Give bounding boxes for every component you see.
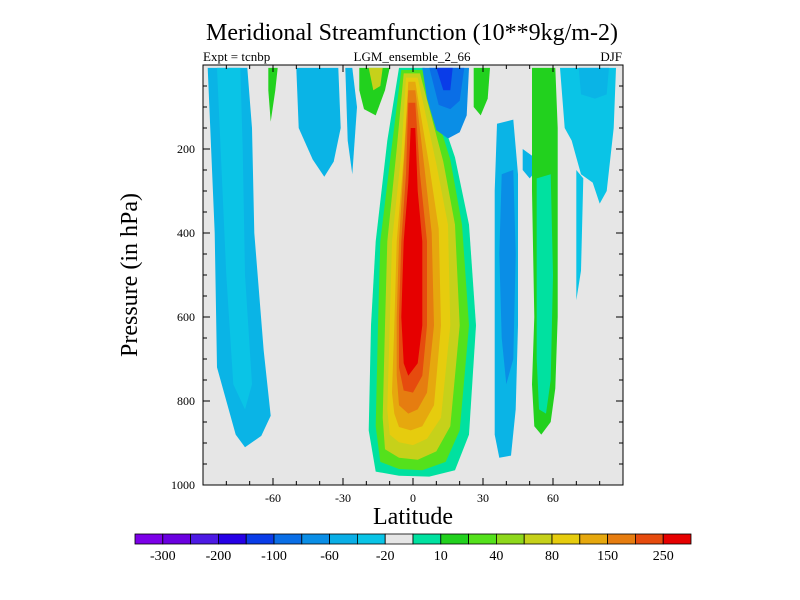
- colorbar-swatch: [412, 533, 442, 545]
- y-tick-label: 200: [177, 142, 195, 156]
- colorbar-label: -60: [320, 549, 339, 564]
- colorbar-swatch: [190, 533, 219, 545]
- x-tick-label: 0: [410, 491, 416, 505]
- contour-region-sh-strip-mid: [296, 67, 341, 177]
- contour-region-top-blue-l3: [436, 67, 453, 91]
- colorbar-label: -100: [261, 549, 287, 564]
- colorbar-swatch: [217, 533, 247, 545]
- colorbar-swatch: [468, 533, 497, 545]
- x-axis-label: Latitude: [373, 504, 453, 530]
- colorbar-swatch: [384, 533, 414, 545]
- contour-region-top-right-green: [473, 67, 490, 116]
- contour-regions: [207, 67, 616, 477]
- x-tick-label: -60: [265, 491, 281, 505]
- contour-region-nh-cell-right: [560, 67, 616, 204]
- colorbar-swatch: [495, 533, 525, 545]
- colorbar-swatch: [635, 533, 664, 545]
- colorbar-label: -300: [150, 549, 176, 564]
- contour-region-nh-cell-green-inner: [536, 174, 553, 414]
- contour-region-top-left-yellow: [368, 67, 383, 91]
- colorbar: -300 -200 -100 -60 -20 10 40 80 150 250: [134, 533, 692, 564]
- y-tick-label: 400: [177, 226, 195, 240]
- contour-region-nh-cell-right-inner: [578, 67, 609, 99]
- colorbar-label: 10: [434, 549, 448, 564]
- colorbar-swatch: [301, 533, 330, 545]
- contour-region-sh-cell-left-inner: [217, 67, 252, 410]
- colorbar-swatch: [356, 533, 386, 545]
- colorbar-swatch: [329, 533, 358, 545]
- colorbar-label: 40: [489, 549, 503, 564]
- y-tick-label: 800: [177, 394, 195, 408]
- contour-region-main-cell-core: [401, 128, 423, 376]
- x-tick-label: -30: [335, 491, 351, 505]
- colorbar-label: -200: [206, 549, 232, 564]
- subtitle-experiment: Expt = tcnbp: [203, 49, 270, 64]
- subtitle-season: DJF: [600, 49, 622, 64]
- colorbar-swatch: [245, 533, 275, 545]
- contour-region-nh-cell-right-tail: [576, 170, 584, 301]
- colorbar-swatch: [440, 533, 469, 545]
- colorbar-swatch: [162, 533, 192, 545]
- colorbar-label: 150: [597, 549, 618, 564]
- contour-region-nh-cell-blue-inner: [499, 170, 516, 385]
- x-tick-label: 60: [547, 491, 559, 505]
- contour-region-sh-strip-green: [268, 67, 278, 122]
- chart-title: Meridional Streamfunction (10**9kg/m-2): [206, 20, 618, 46]
- colorbar-label: -20: [376, 549, 395, 564]
- y-axis-label: Pressure (in hPa): [117, 193, 143, 357]
- colorbar-swatch: [662, 533, 692, 545]
- colorbar-swatch: [134, 533, 164, 545]
- colorbar-label: 80: [545, 549, 559, 564]
- plot-area: -60 -30 0 30 60 200 400 600 800 1000: [171, 64, 624, 505]
- colorbar-swatch: [551, 533, 581, 545]
- contour-region-sh-strip-right: [345, 67, 357, 175]
- contour-region-top-left-green: [359, 67, 390, 116]
- colorbar-swatch: [523, 533, 553, 545]
- colorbar-swatch: [607, 533, 636, 545]
- x-tick-label: 30: [477, 491, 489, 505]
- y-tick-label: 600: [177, 310, 195, 324]
- colorbar-label: 250: [653, 549, 674, 564]
- colorbar-swatch: [273, 533, 303, 545]
- colorbar-swatch: [579, 533, 608, 545]
- y-tick-label: 1000: [171, 478, 195, 492]
- subtitle-ensemble: LGM_ensemble_2_66: [354, 49, 471, 64]
- axis-ticks: -60 -30 0 30 60 200 400 600 800 1000: [171, 65, 623, 505]
